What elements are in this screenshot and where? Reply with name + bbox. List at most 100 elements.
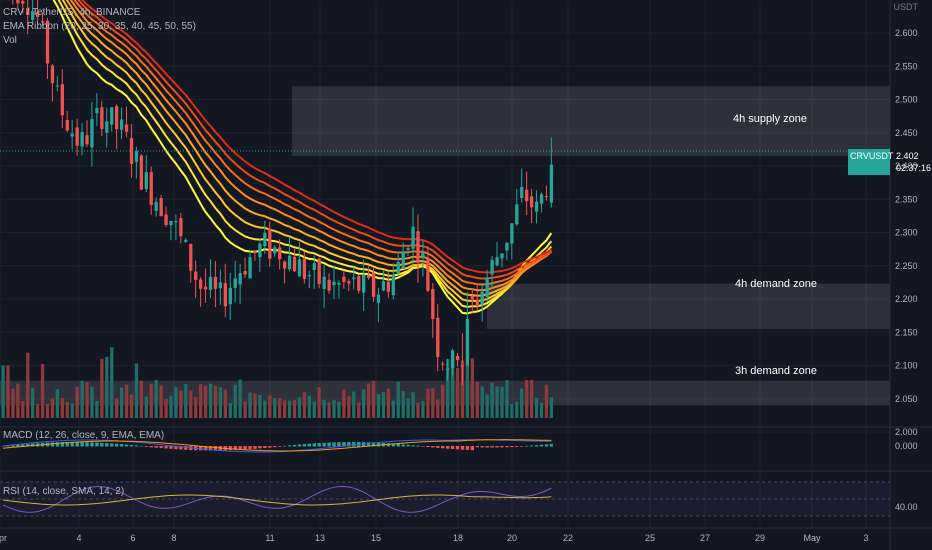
macd-histogram-bar (322, 442, 326, 447)
macd-histogram-bar (544, 444, 549, 447)
zone-1 (487, 283, 890, 329)
macd-histogram-bar (273, 446, 277, 448)
rsi-legend[interactable]: RSI (14, close, SMA, 14, 2) (3, 486, 125, 497)
volume-bar (406, 398, 410, 418)
candle-body (258, 243, 262, 258)
supply-zone-label: 4h supply zone (733, 113, 807, 125)
macd-histogram-bar (278, 446, 282, 447)
demand-zone-label-4h: 4h demand zone (735, 278, 817, 290)
time-tick: 18 (453, 533, 463, 543)
candle-body (26, 7, 30, 15)
volume-bar (189, 390, 193, 418)
candle-body (347, 281, 351, 284)
macd-histogram-bar (213, 446, 218, 451)
candle-body (455, 355, 460, 361)
candle-body (100, 107, 104, 129)
macd-legend[interactable]: MACD (12, 26, close, 9, EMA, EMA) (3, 430, 165, 441)
ema-40 (69, 0, 552, 292)
volume-bar (243, 401, 247, 418)
volume-bar (366, 383, 371, 418)
candle-body (332, 281, 336, 286)
candle-body (243, 270, 247, 275)
volume-bar (159, 385, 163, 418)
ema-50 (77, 0, 552, 280)
candle-body (287, 255, 292, 270)
volume-bar (342, 389, 346, 418)
candle-body (169, 220, 173, 226)
macd-histogram-bar (258, 446, 262, 449)
volume-bar (470, 358, 474, 418)
macd-histogram-bar (134, 445, 139, 447)
volume-bar (317, 387, 321, 418)
candle-body (292, 256, 297, 272)
macd-histogram-bar (332, 442, 336, 447)
volume-bar (357, 402, 361, 418)
price-tick: 2.550 (895, 61, 918, 71)
candle-body (302, 258, 307, 279)
macd-histogram-bar (302, 444, 307, 447)
volume-bar (248, 392, 252, 418)
macd-histogram-bar (411, 445, 415, 447)
symbol-legend[interactable]: CRV / TetherUS, 4h, BINANCE (3, 7, 141, 18)
macd-histogram-bar (317, 443, 321, 447)
candle-body (40, 21, 45, 23)
macd-histogram-bar (129, 444, 134, 447)
candle-body (80, 132, 84, 147)
candle-body (263, 232, 267, 247)
time-tick: 4 (76, 533, 81, 543)
volume-legend[interactable]: Vol (3, 35, 17, 46)
volume-bar (199, 384, 203, 418)
candle-body (391, 274, 395, 296)
volume-bar (124, 384, 129, 418)
candle-body (55, 85, 60, 87)
volume-bar (480, 386, 484, 418)
macd-histogram-bar (203, 446, 208, 451)
volume-bar (431, 388, 435, 418)
volume-bar (332, 400, 336, 418)
candle-body (475, 299, 479, 307)
last-price-countdown: 02:37:16 (896, 163, 932, 173)
macd-histogram-bar (500, 446, 504, 448)
macd-histogram-bar (455, 446, 460, 450)
volume-bar (105, 356, 109, 418)
candle-body (342, 276, 346, 283)
zone-2 (0, 380, 890, 406)
candle-body (159, 198, 163, 217)
macd-histogram-bar (26, 443, 30, 447)
macd-histogram-bar (268, 446, 272, 448)
volume-bar (302, 392, 307, 418)
candle-body (253, 251, 257, 254)
volume-bar (194, 396, 198, 418)
candle-body (248, 257, 252, 279)
price-axis: 2.600 2.550 2.500 2.450 2.400 2.350 2.300 2.250… (895, 28, 918, 512)
volume-bar (297, 397, 302, 418)
time-tick: Apr (0, 533, 7, 543)
price-tick: 2.400 (895, 161, 918, 171)
volume-bar (347, 396, 351, 418)
macd-histogram-bar (85, 442, 89, 447)
volume-bar (203, 385, 208, 418)
time-tick: 6 (130, 533, 135, 543)
volume-bar (184, 384, 188, 418)
candle-body (70, 133, 74, 137)
candle-body (213, 276, 218, 289)
volume-bar (268, 395, 272, 418)
macd-histogram-bar (238, 446, 242, 450)
macd-histogram-bar (139, 445, 144, 447)
macd-histogram-bar (426, 446, 430, 448)
macd-histogram-bar (470, 446, 474, 451)
macd-histogram-bar (124, 444, 129, 447)
volume-bar (90, 386, 94, 418)
candle-body (50, 65, 55, 84)
volume-bar (35, 403, 40, 418)
price-tick: 2.450 (895, 128, 918, 138)
price-tick: 2.100 (895, 361, 918, 371)
volume-bar (208, 383, 213, 418)
candle-body (134, 151, 139, 162)
macd-histogram-bar (90, 442, 94, 447)
macd-histogram-bar (297, 444, 302, 447)
volume-bar (529, 379, 534, 418)
candle-body (411, 226, 415, 249)
ema-ribbon-legend[interactable]: EMA Ribbon (20, 25, 30, 35, 40, 45, 50, … (3, 21, 196, 32)
